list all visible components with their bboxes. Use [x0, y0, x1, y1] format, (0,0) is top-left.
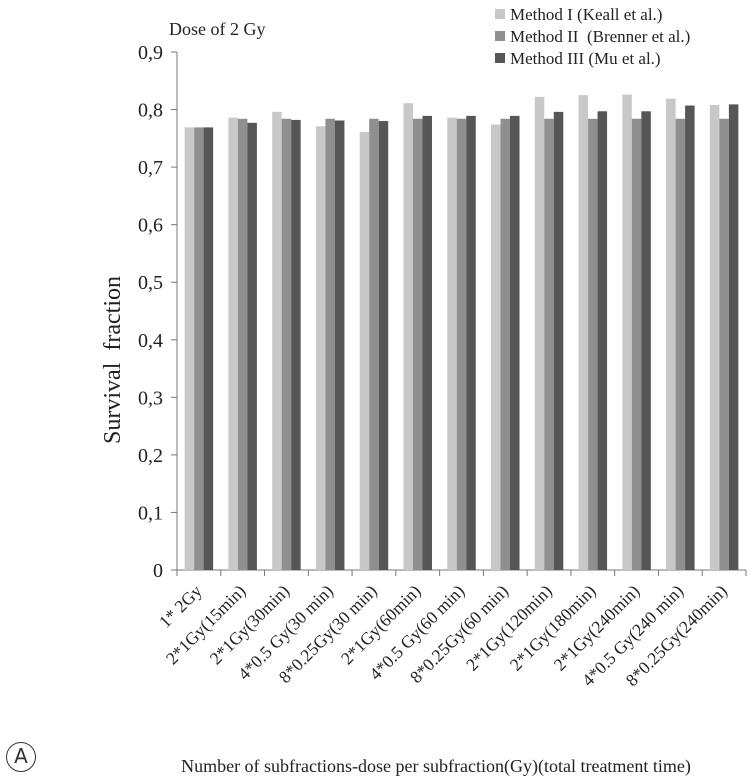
bar [675, 118, 686, 571]
legend-swatch [495, 53, 505, 63]
y-axis-label: Survival fraction [100, 276, 126, 444]
bar [534, 96, 545, 570]
chart-title: Dose of 2 Gy [169, 19, 266, 39]
bar [447, 117, 457, 570]
legend-label: Method III (Mu et al.) [510, 49, 661, 68]
y-tick-label: 0,9 [138, 42, 163, 64]
bar [237, 118, 248, 571]
y-tick-label: 0,6 [138, 215, 163, 237]
bar [510, 115, 520, 571]
bar [685, 105, 695, 570]
y-tick-label: 0,8 [138, 100, 163, 122]
axes [171, 51, 747, 576]
y-tick-label: 0,1 [138, 502, 163, 524]
y-tick-label: 0,5 [138, 272, 163, 294]
panel-label: A [6, 742, 36, 772]
bar [369, 118, 379, 571]
bar [281, 118, 292, 571]
x-axis-label: Number of subfractions-dose per subfract… [181, 756, 691, 777]
bar [588, 118, 598, 571]
bar [578, 95, 589, 571]
bars [184, 94, 739, 571]
bar [359, 132, 370, 570]
bar [491, 124, 501, 571]
bar [291, 119, 301, 570]
y-tick-label: 0,4 [138, 330, 163, 352]
bar [247, 122, 257, 570]
bar [631, 118, 642, 571]
bar [466, 115, 476, 571]
bar [597, 111, 608, 570]
bar [403, 103, 413, 571]
legend-label: Method II (Brenner et al.) [510, 27, 690, 46]
bar [184, 127, 195, 571]
bar [378, 121, 389, 571]
bar [315, 126, 326, 570]
bar [325, 118, 335, 571]
bar [422, 115, 432, 571]
bar [666, 98, 676, 571]
bar [194, 127, 204, 571]
legend-swatch [495, 31, 505, 41]
bar [544, 118, 554, 571]
y-tick-label: 0,3 [138, 387, 163, 409]
y-tick-label: 0,2 [138, 445, 163, 467]
bar [622, 94, 632, 570]
bar [719, 118, 729, 571]
legend: Method I (Keall et al.) Method II (Brenne… [495, 5, 690, 68]
legend-label: Method I (Keall et al.) [510, 5, 662, 24]
y-tick-label: 0 [153, 560, 163, 582]
bar [228, 117, 238, 570]
legend-swatch [495, 9, 505, 19]
bar [500, 118, 511, 571]
y-tick-label: 0,7 [138, 157, 163, 179]
bar [456, 118, 467, 571]
bar [203, 127, 214, 571]
bar [334, 120, 345, 570]
bar [728, 104, 739, 571]
bar [412, 118, 423, 571]
bar [553, 111, 564, 570]
bar [272, 111, 282, 570]
bar [709, 104, 720, 570]
bar [641, 111, 651, 570]
